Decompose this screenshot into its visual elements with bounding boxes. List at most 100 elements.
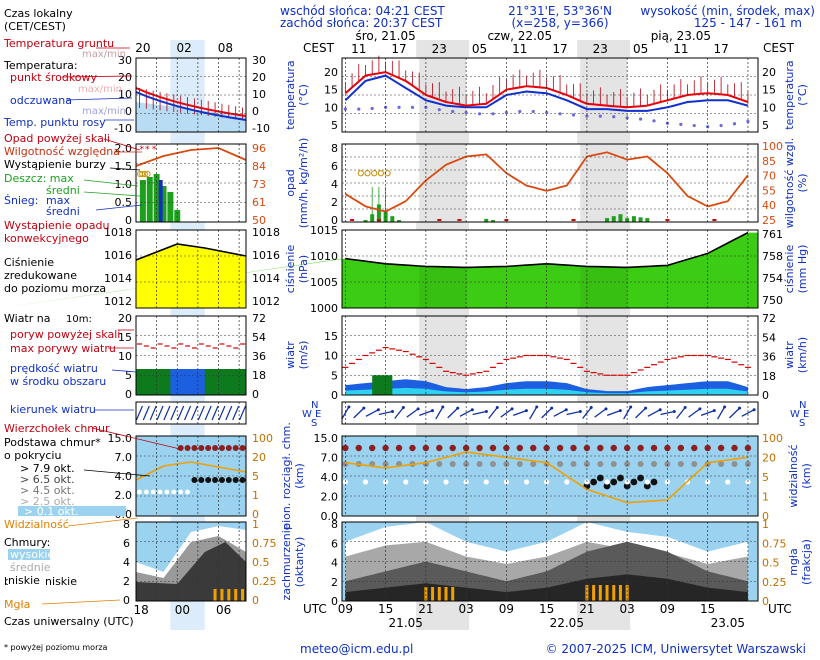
fog-right-tick: 0.25 <box>762 576 787 589</box>
wind-arrow-head <box>604 407 608 411</box>
small-wind-right-tick: 36 <box>252 350 266 363</box>
precip-left-tick: 2 <box>331 196 338 209</box>
legend-text: odczuwana <box>10 94 72 107</box>
pressure-axis-title-left: ciśnienie <box>284 245 297 294</box>
pressure-left-tick: 1010 <box>310 250 338 263</box>
dew-point-dot <box>545 111 549 115</box>
legend-text: o pokryciu <box>4 449 61 462</box>
wind-arrow <box>553 409 567 417</box>
local-hour-label: 11 <box>673 42 688 56</box>
wind-axis-title-left: (m/s) <box>297 341 310 370</box>
copyright-text: © 2007-2025 ICM, Uniwersytet Warszawski <box>546 642 806 656</box>
small-temp-left-tick: 0 <box>125 105 132 118</box>
cloud-top-dot <box>368 444 376 452</box>
small-cloud-base-dot <box>198 477 205 483</box>
legend-pointer <box>61 75 133 78</box>
fog-bar <box>605 585 609 601</box>
small-wind-arrow <box>204 405 212 421</box>
wind-right-tick: 0 <box>762 389 769 402</box>
small-pressure-left-tick: 1012 <box>104 295 132 308</box>
small-utc-hour-label: 18 <box>133 603 148 617</box>
wind-arrow-head <box>589 405 593 409</box>
dew-point-dot <box>625 116 629 120</box>
rain-bar <box>645 218 650 222</box>
small-pressure-left-tick: 1016 <box>104 249 132 262</box>
small-pressure-left-tick: 1014 <box>104 272 132 285</box>
clouds-axis-title-left: (oktanty) <box>293 537 306 588</box>
small-cloud-top-dot <box>212 445 219 451</box>
small-visibility-right-tick: 5 <box>252 470 259 483</box>
legend-text: zredukowane <box>4 269 77 282</box>
small-temp-panel-frame <box>135 57 247 133</box>
main-cb-panel-frame <box>341 435 759 517</box>
humidity-axis-title-right: wilgotność wzgl. <box>783 138 796 228</box>
cloud-top-dot <box>610 444 617 452</box>
small-clouds-left-tick: 8 <box>123 518 130 531</box>
wind-arrow <box>472 410 487 416</box>
small-feels-line <box>135 91 247 121</box>
cloud-top-dot <box>449 444 456 452</box>
small-cloud-top-dot <box>232 445 239 451</box>
small-storm-mark <box>144 171 151 177</box>
small-wind-left-tick: 15 <box>118 331 132 344</box>
wind-arrow <box>513 409 527 417</box>
cloud-base-dot-dense <box>650 478 658 486</box>
wind-arrow <box>660 410 675 416</box>
small-clouds-left-tick: 0 <box>123 594 130 607</box>
fog-bar <box>598 585 602 601</box>
small-wind-arrow <box>142 405 150 421</box>
cloud-base-dot-mid <box>557 461 564 467</box>
small-cloud-base-dot <box>191 477 198 483</box>
legend-text: poryw powyżej skali <box>10 328 120 341</box>
small-cloud-base-dot <box>239 477 246 483</box>
legend-pointer <box>67 517 139 527</box>
wind-arrow-head <box>658 408 662 412</box>
small-utc-hour-label: 00 <box>175 603 190 617</box>
wind-arrow-head <box>712 409 716 413</box>
legend-text: prędkość wiatru <box>10 362 98 375</box>
legend-text: Wystąpienie burzy <box>4 158 106 171</box>
small-humidity-right-tick: 50 <box>252 214 266 227</box>
wind-axis-title-right: wiatr <box>783 341 796 369</box>
temp-axis-title-left: temperatura <box>284 60 297 129</box>
small-precip-left-tick: 1.5 <box>115 160 133 173</box>
small-dir-panel-frame <box>135 401 247 425</box>
rain-bar <box>611 216 616 222</box>
pressure-night-shade <box>419 266 467 308</box>
small-rain-bar <box>139 180 146 222</box>
small-wind-arrow <box>225 405 233 421</box>
legend-pointer <box>95 204 143 211</box>
main-temp-panel-frame <box>341 57 759 133</box>
small-cloud-thin-dot <box>171 489 177 495</box>
utc-label-right: UTC <box>768 602 792 616</box>
small-cloud-base-dot <box>232 477 239 483</box>
legend-pointer <box>83 191 141 197</box>
cloud-base-dot-thin <box>644 479 650 485</box>
cloud-base-dot-mid <box>677 461 684 467</box>
cloud-top-dot <box>436 444 443 452</box>
wind-arrow-head <box>495 405 499 409</box>
fog-bar <box>451 587 455 601</box>
wind-arrow-head <box>362 406 366 410</box>
fog-bar <box>585 585 589 601</box>
legend-text: Czas lokalny <box>4 7 73 20</box>
visibility-right-tick: 20 <box>762 452 776 465</box>
dew-point-dot <box>719 123 723 128</box>
cloud-top-dot <box>731 444 738 452</box>
compass-left: N <box>311 400 318 411</box>
precip-left-tick: 0 <box>331 214 338 227</box>
temp-left-tick: 20 <box>324 66 338 79</box>
wind-arrow-head <box>550 406 554 410</box>
top-day-label: śro, 21.05 <box>355 29 415 43</box>
small-prec-panel-frame <box>135 143 247 223</box>
wind-arrow <box>459 409 473 417</box>
small-cb-panel-frame <box>135 435 247 517</box>
cloud-base-dot-dense <box>610 478 618 486</box>
cloudbase-axis-title-left: (km) <box>293 463 306 489</box>
wind-right-tick: 18 <box>762 370 776 383</box>
wind-speed-green <box>372 375 393 395</box>
humidity-line <box>344 151 749 213</box>
small-cloud-top-dot <box>205 445 212 451</box>
wind-left-tick: 5 <box>331 369 338 382</box>
small-overflow-mark: * <box>145 145 150 155</box>
